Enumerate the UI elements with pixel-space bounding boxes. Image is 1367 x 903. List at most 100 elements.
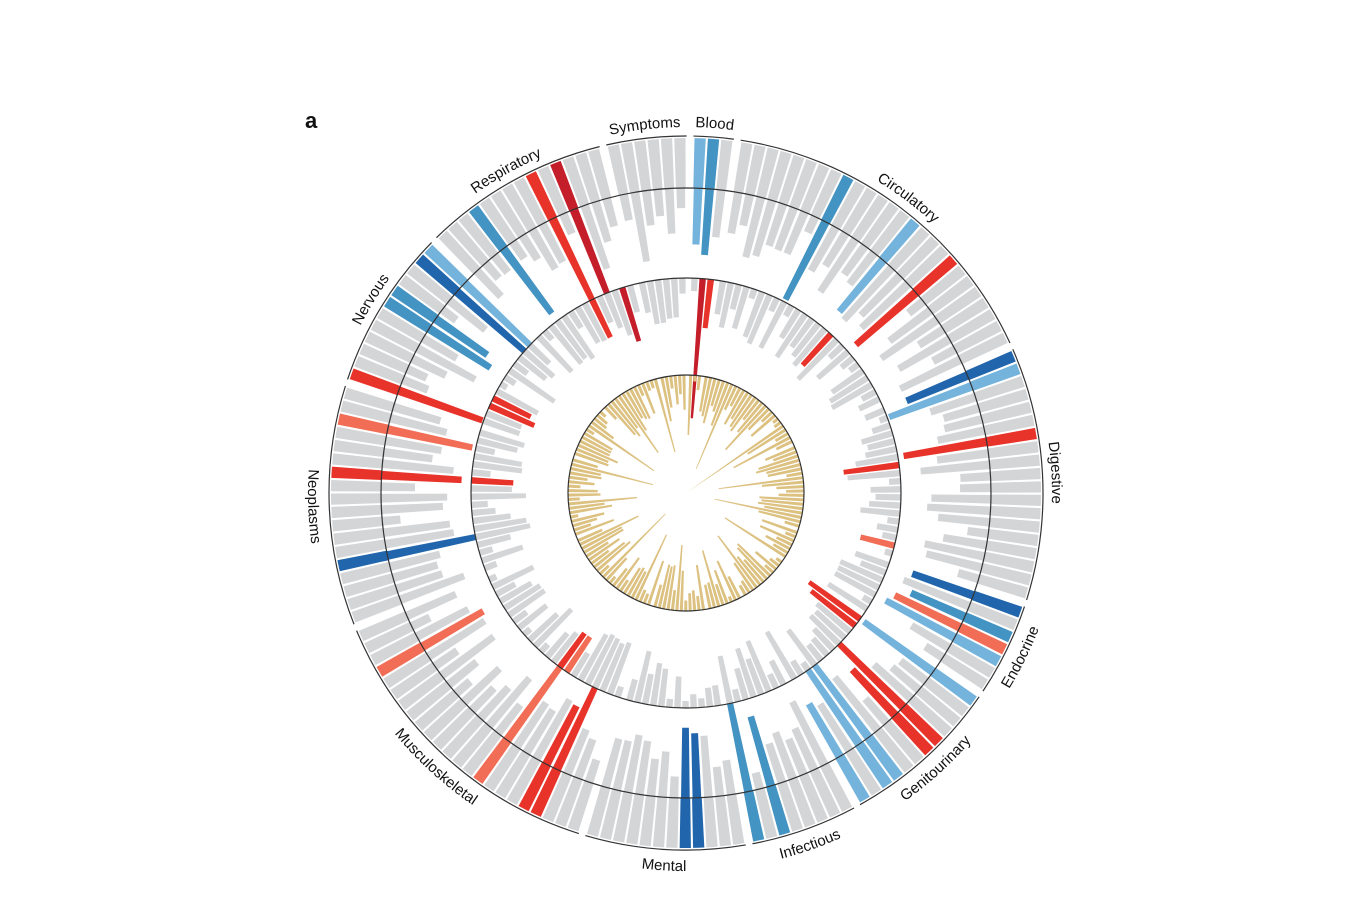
middle-bar	[796, 337, 840, 381]
middle-bar	[778, 308, 802, 340]
middle-bar	[867, 437, 896, 451]
middle-bar	[859, 560, 887, 576]
middle-bar	[717, 655, 734, 705]
outer-tile	[841, 187, 877, 236]
middle-bar	[471, 485, 512, 493]
middle-bar	[596, 294, 614, 324]
outer-bar	[426, 617, 487, 661]
outer-tile	[343, 573, 395, 598]
outer-bar	[619, 193, 633, 222]
outer-tile	[550, 160, 579, 212]
inner-bar	[653, 378, 676, 453]
outer-bar	[641, 190, 655, 226]
inner-bar	[621, 392, 647, 431]
middle-bar	[502, 583, 542, 612]
inner-bar	[587, 538, 621, 562]
outer-tile	[530, 767, 562, 817]
outer-tile	[873, 727, 914, 773]
middle-bar	[876, 523, 899, 533]
outer-tile	[679, 797, 691, 848]
outer-tile	[896, 236, 940, 280]
middle-bar	[603, 291, 624, 329]
inner-bar	[572, 517, 598, 528]
outer-bar	[499, 246, 555, 316]
middle-bar	[774, 312, 809, 359]
inner-bar	[703, 584, 712, 609]
middle-bar	[860, 507, 901, 517]
outer-bar	[383, 447, 433, 463]
outer-tile	[349, 368, 401, 396]
outer-bar	[942, 534, 988, 550]
outer-tile	[414, 689, 460, 731]
middle-bar	[641, 673, 654, 705]
outer-bar	[923, 540, 986, 561]
outer-bar	[722, 759, 736, 796]
inner-bar	[713, 569, 729, 605]
outer-bar	[381, 482, 416, 492]
inner-bar	[717, 535, 758, 589]
outer-bar	[929, 392, 977, 416]
outer-bar	[552, 679, 602, 772]
outer-tile	[934, 286, 982, 324]
inner-bar	[660, 377, 672, 422]
outer-bar	[397, 386, 484, 424]
inner-bar	[630, 571, 647, 599]
outer-bar	[460, 665, 503, 706]
outer-tile	[915, 686, 961, 727]
middle-bar	[861, 594, 873, 605]
outer-bar	[681, 727, 690, 798]
outer-bar	[765, 202, 788, 247]
outer-bar	[747, 715, 776, 788]
inner-bar	[642, 593, 650, 604]
outer-bar	[381, 502, 444, 515]
middle-bar	[830, 381, 874, 411]
outer-tile	[525, 171, 558, 221]
outer-tile	[359, 343, 410, 374]
outer-tile	[351, 595, 403, 623]
inner-bar	[775, 557, 783, 564]
inner-bar	[778, 493, 804, 497]
outer-tile	[358, 611, 409, 642]
middle-bar	[830, 368, 865, 395]
middle-bar	[702, 279, 715, 329]
middle-bar	[666, 698, 674, 708]
inner-bar	[669, 375, 674, 389]
outer-tile	[888, 227, 930, 272]
inner-bar	[765, 534, 791, 551]
outer-bar	[542, 704, 580, 767]
outer-tile	[980, 401, 1032, 424]
inner-bar	[729, 394, 753, 428]
outer-bar	[956, 568, 980, 584]
inner-bar	[767, 467, 802, 477]
outer-bar	[386, 425, 474, 451]
outer-tile	[809, 767, 841, 818]
outer-tile	[693, 138, 706, 189]
outer-bar	[785, 737, 808, 777]
outer-tile	[912, 255, 958, 297]
inner-bar	[568, 502, 605, 510]
outer-tile	[424, 244, 468, 287]
outer-bar	[602, 197, 618, 228]
inner-bar	[784, 520, 800, 528]
inner-bar	[570, 514, 579, 519]
outer-bar	[925, 550, 983, 572]
outer-tile	[537, 165, 568, 216]
middle-bar	[828, 374, 870, 404]
middle-bar	[809, 589, 858, 629]
outer-tile	[384, 296, 432, 333]
outer-bar	[960, 471, 991, 482]
outer-bar	[966, 526, 989, 539]
outer-tile	[354, 355, 405, 385]
inner-bar	[605, 557, 628, 582]
inner-bar	[772, 417, 779, 424]
inner-bar	[733, 562, 755, 592]
outer-tile	[599, 788, 622, 840]
inner-bar	[716, 560, 737, 601]
outer-tile	[407, 264, 453, 305]
outer-bar	[692, 188, 703, 245]
outer-bar	[591, 200, 612, 243]
outer-bar	[391, 561, 439, 583]
outer-tile	[821, 174, 854, 225]
outer-tile	[542, 772, 572, 823]
